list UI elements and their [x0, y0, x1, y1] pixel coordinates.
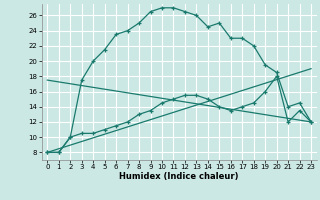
X-axis label: Humidex (Indice chaleur): Humidex (Indice chaleur): [119, 172, 239, 181]
